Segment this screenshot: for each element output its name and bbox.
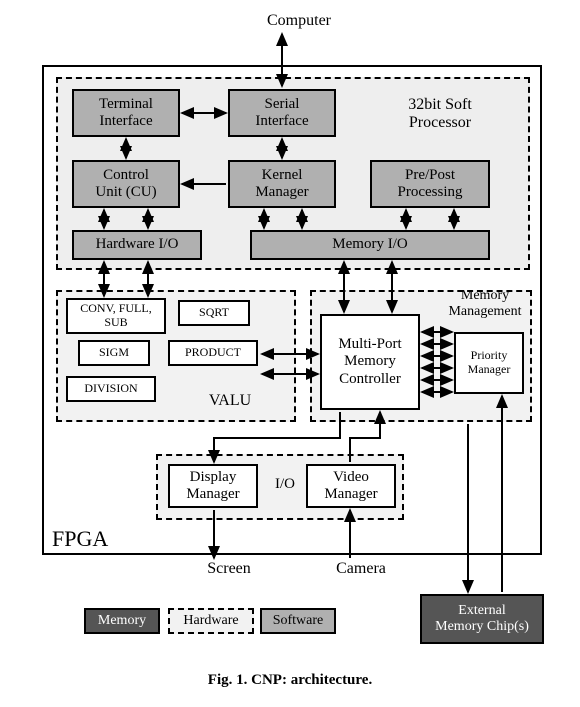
legend-memory: Memory bbox=[84, 608, 160, 634]
display-manager-block: DisplayManager bbox=[168, 464, 258, 508]
camera-label: Camera bbox=[316, 560, 406, 582]
computer-label: Computer bbox=[244, 12, 354, 34]
mpmc-block: Multi-PortMemoryController bbox=[320, 314, 420, 410]
hardware-io-block: Hardware I/O bbox=[72, 230, 202, 260]
priority-manager-block: PriorityManager bbox=[454, 332, 524, 394]
division-block: DIVISION bbox=[66, 376, 156, 402]
prepost-processing-block: Pre/PostProcessing bbox=[370, 160, 490, 208]
memory-mgmt-label: MemoryManagement bbox=[430, 288, 540, 322]
figure-caption: Fig. 1. CNP: architecture. bbox=[0, 672, 580, 696]
video-manager-block: VideoManager bbox=[306, 464, 396, 508]
serial-interface-block: SerialInterface bbox=[228, 89, 336, 137]
conv-block: CONV, FULL,SUB bbox=[66, 298, 166, 334]
sigm-block: SIGM bbox=[78, 340, 150, 366]
legend-software: Software bbox=[260, 608, 336, 634]
external-memory-block: ExternalMemory Chip(s) bbox=[420, 594, 544, 644]
screen-label: Screen bbox=[184, 560, 274, 582]
sqrt-block: SQRT bbox=[178, 300, 250, 326]
legend-hardware: Hardware bbox=[168, 608, 254, 634]
product-block: PRODUCT bbox=[168, 340, 258, 366]
control-unit-block: ControlUnit (CU) bbox=[72, 160, 180, 208]
kernel-manager-block: KernelManager bbox=[228, 160, 336, 208]
valu-label: VALU bbox=[190, 392, 270, 414]
soft-processor-label: 32bit SoftProcessor bbox=[360, 96, 520, 136]
memory-io-block: Memory I/O bbox=[250, 230, 490, 260]
terminal-interface-block: TerminalInterface bbox=[72, 89, 180, 137]
fpga-label: FPGA bbox=[52, 526, 132, 554]
io-label: I/O bbox=[268, 476, 302, 496]
